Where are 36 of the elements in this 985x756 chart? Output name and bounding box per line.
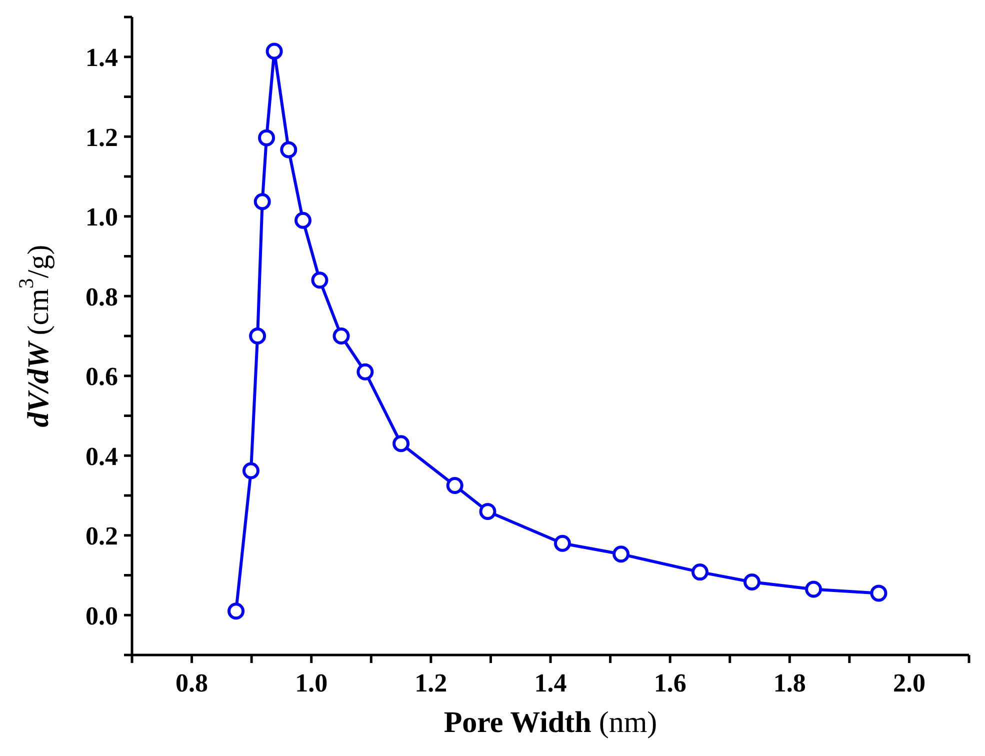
point xyxy=(249,328,266,344)
point xyxy=(805,580,822,598)
x-tick-label: 1.4 xyxy=(534,668,567,698)
point xyxy=(280,141,298,158)
y-tick-label: 1.2 xyxy=(86,122,118,152)
point xyxy=(691,564,708,581)
x-tick-label: 1.6 xyxy=(654,668,686,698)
point xyxy=(554,534,571,552)
y-tick-label: 0.4 xyxy=(86,442,118,471)
point xyxy=(356,363,374,380)
point xyxy=(242,462,260,480)
y-tick-label: 0.6 xyxy=(86,362,118,392)
point xyxy=(311,272,328,289)
point xyxy=(228,602,245,620)
x-axis-title: Pore Width (nm) xyxy=(444,706,658,739)
point xyxy=(743,574,760,591)
point xyxy=(612,546,630,563)
point xyxy=(258,129,276,146)
point xyxy=(266,42,283,60)
y-tick-label: 0.0 xyxy=(86,601,118,630)
point xyxy=(479,502,496,520)
x-tick-label: 2.0 xyxy=(892,668,926,698)
point xyxy=(332,328,350,344)
point xyxy=(446,477,464,494)
point xyxy=(870,584,888,602)
x-tick-label: 1.8 xyxy=(773,668,806,698)
y-tick-label: 0.2 xyxy=(86,522,118,551)
y-tick-label: 1.4 xyxy=(86,43,118,72)
point xyxy=(294,212,312,229)
point xyxy=(392,435,410,452)
x-tick-label: 0.8 xyxy=(176,668,208,698)
y-tick-label: 1.0 xyxy=(86,202,118,232)
point xyxy=(254,193,271,210)
x-tick-label: 1.2 xyxy=(414,668,448,698)
x-tick-label: 1.0 xyxy=(295,668,328,698)
y-tick-label: 0.8 xyxy=(86,282,118,312)
